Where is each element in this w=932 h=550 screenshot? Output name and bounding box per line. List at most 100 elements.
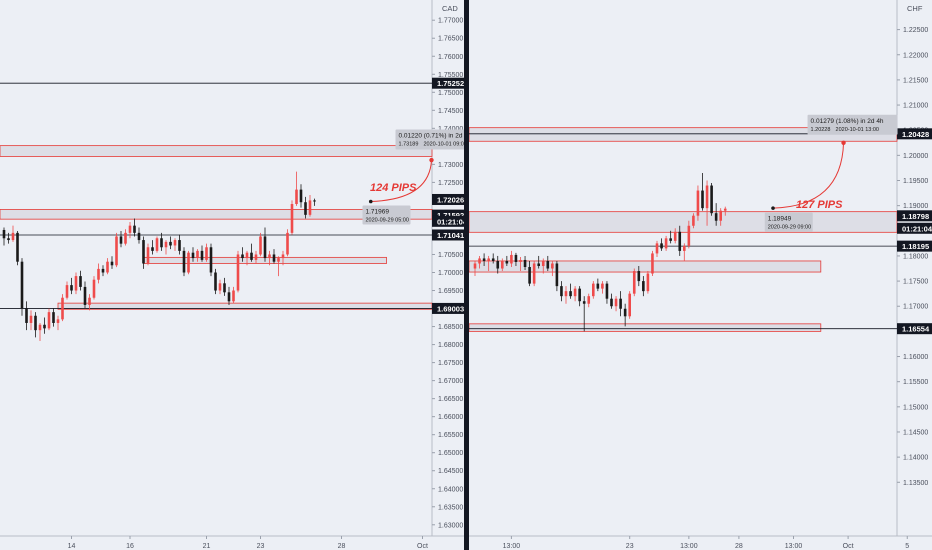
arrow-start-dot [368,199,373,204]
candle-body [596,283,600,289]
right-chart-pane[interactable]: CHF 1.225001.220001.215001.210001.205001.… [469,0,932,550]
price-label-bg [432,209,464,221]
price-label-bg [897,222,932,234]
supply-demand-zone[interactable] [469,260,822,273]
price-tick-label: 1.68500 [438,324,463,331]
measure-change: 0.01279 (1.08%) in 2d 4h [811,118,884,125]
candle-body [43,324,46,329]
candle-body [56,319,60,323]
measure-change: 0.01220 (0.71%) in 2d 4h [399,133,465,140]
price-axis[interactable]: 1.77000 1.76500 1.76000 1.75500 1.75000 1.745… [432,18,463,530]
candle-body [232,290,235,302]
candle-body [52,312,55,323]
candle-body [564,291,568,297]
candle-body [169,241,172,246]
arrow-end-dot [429,157,434,163]
candle-body [510,254,513,264]
candle-body [496,260,500,269]
candle-body [605,283,609,299]
candle-body [70,285,73,291]
candle-body [541,260,545,266]
candle-body [101,268,105,273]
supply-demand-zone[interactable] [469,323,822,332]
candle-body [7,238,10,241]
pane-divider[interactable] [464,0,469,550]
current-price-time: 2020-09-29 09:00 [768,225,811,231]
projection-arrow[interactable] [773,142,845,209]
level-label-bg [897,323,932,335]
time-tick-label: 28 [735,543,743,550]
time-axis[interactable]: 1416212328Oct5 [68,536,464,550]
left-chart-pane[interactable]: CAD 1.77000 1.76500 1.76000 1.75500 1.75000 1.… [0,0,464,550]
price-tick-label: 1.73000 [438,162,463,169]
time-tick-label: 23 [626,543,634,550]
price-tick-label: 1.14500 [903,429,928,436]
current-price-time: 2020-09-29 05:00 [366,217,409,223]
level-label-bg [897,128,932,140]
price-tick-label: 1.15500 [903,379,928,386]
candle-body [537,263,540,266]
candle-body [241,254,244,259]
pips-label: 127 PIPS [796,199,843,211]
supply-demand-zone[interactable] [0,145,433,157]
price-tick-label: 1.70000 [438,270,463,277]
candle-body [88,297,91,305]
candle-body [723,208,727,211]
time-tick-label: 5 [905,543,909,550]
candle-body [560,286,563,297]
level-label-bg [432,302,464,314]
candle-body [619,298,622,309]
candle-body [532,263,536,284]
candle-body [578,288,581,302]
candle-body [2,229,6,239]
usdchf-chart[interactable]: CHF 1.225001.220001.215001.210001.205001.… [469,0,932,550]
candle-body [227,292,231,302]
time-tick-label: 21 [203,543,211,550]
time-axis[interactable]: 13:00 23 13:00 28 13:00 Oct 5 [503,536,910,550]
candle-body [573,288,577,297]
candle-body [710,185,713,214]
price-tick-label: 1.64000 [438,486,463,493]
candle-body [646,273,650,292]
candle-body [692,215,695,226]
candle-body [304,202,307,215]
candle-body [491,258,495,261]
price-label: 1.72026 [437,195,464,204]
price-tick-label: 1.75500 [438,72,463,79]
candle-body [286,232,289,255]
current-price-value: 1.71969 [366,208,390,215]
projection-arrow[interactable] [370,160,432,202]
candle-body [11,232,15,241]
candles [473,172,727,332]
time-tick-label: Oct [843,543,854,550]
price-label: 1.71592 [437,211,464,220]
level-label-bg [432,229,464,241]
candle-body [655,243,659,254]
price-label-bg [432,215,464,227]
usdcad-chart[interactable]: CAD1.770001.765001.760001.755001.750001.… [0,0,464,550]
candle-body [110,261,114,266]
candle-body [223,283,226,293]
price-tick-label: 1.66000 [438,414,463,421]
candle-body [187,252,190,273]
candle-body [263,236,267,259]
candle-body [164,241,168,248]
candle-body [664,238,668,249]
price-axis[interactable]: 1.225001.220001.215001.210001.205001.200… [897,27,928,487]
candle-body [155,238,159,251]
price-tick-label: 1.66500 [438,396,463,403]
candle-body [115,236,118,266]
candle-body [178,240,181,251]
currency-label: CHF [907,4,923,13]
price-tick-label: 1.74500 [438,108,463,115]
price-label-bg [432,193,464,205]
candle-body [74,276,78,291]
candle-body [519,259,522,262]
measure-callout [807,114,898,135]
time-tick-label: Oct [417,543,428,550]
supply-demand-zone[interactable] [469,211,898,233]
candle-body [473,263,477,269]
candle-body [173,240,177,246]
pips-label: 124 PIPS [370,182,417,194]
candle-body [592,283,595,297]
